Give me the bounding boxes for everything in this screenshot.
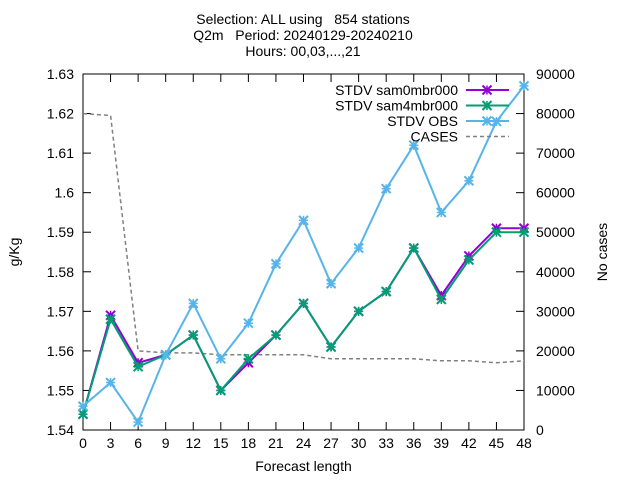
series-layer (77, 80, 530, 428)
data-point (463, 254, 475, 266)
x-tick-label: 39 (434, 435, 450, 451)
data-point (408, 139, 419, 151)
data-point (77, 408, 89, 420)
x-tick-label: 36 (406, 435, 422, 451)
x-tick-label: 30 (351, 435, 367, 451)
data-point (436, 294, 447, 305)
y2-tick-label: 40000 (536, 264, 575, 280)
legend-marker (481, 100, 493, 111)
x-tick-label: 33 (378, 435, 394, 451)
legend-item: STDV OBS (387, 113, 509, 129)
data-point (243, 317, 254, 329)
y-tick-label: 1.61 (47, 145, 74, 161)
y2-tick-label: 50000 (536, 224, 575, 240)
y-tick-label: 1.62 (47, 106, 74, 122)
x-axis-title: Forecast length (255, 458, 352, 474)
x-tick-label: 45 (489, 435, 505, 451)
series-cases (82, 112, 525, 364)
y2-tick-label: 60000 (536, 185, 575, 201)
y2-tick-label: 80000 (536, 106, 575, 122)
data-point (436, 207, 447, 218)
x-tick-label: 9 (162, 435, 170, 451)
data-point (380, 286, 392, 297)
y-tick-label: 1.55 (47, 382, 74, 398)
x-tick-label: 48 (516, 435, 532, 451)
series-stdv-sam4mbr000 (77, 227, 530, 420)
legend-item: STDV sam0mbr000 (335, 82, 509, 98)
data-point (77, 401, 89, 412)
data-point (105, 314, 116, 325)
y-tick-label: 1.57 (47, 303, 74, 319)
legend-marker (481, 115, 493, 127)
data-point (325, 341, 337, 353)
series-line (82, 227, 524, 415)
data-point (518, 227, 530, 238)
series-stdv-obs (77, 80, 530, 428)
y2-tick-label: 0 (536, 422, 544, 438)
data-point (188, 329, 199, 341)
legend-marker (481, 84, 493, 96)
y-tick-label: 1.59 (47, 224, 74, 240)
series-line (82, 231, 524, 415)
data-point (353, 306, 364, 317)
data-point (188, 298, 199, 309)
data-point (518, 80, 530, 92)
data-point (132, 416, 144, 428)
legend-item: CASES (411, 129, 509, 145)
x-tick-label: 3 (107, 435, 115, 451)
data-point (243, 353, 254, 365)
legend-label: STDV sam0mbr000 (335, 82, 458, 98)
y-tick-label: 1.58 (47, 264, 74, 280)
data-point (215, 353, 227, 365)
y2-tick-label: 20000 (536, 343, 575, 359)
x-tick-label: 6 (134, 435, 142, 451)
x-tick-label: 42 (461, 435, 477, 451)
y-axis-title: g/Kg (6, 238, 22, 267)
y-tick-label: 1.6 (55, 185, 75, 201)
y-tick-label: 1.56 (47, 343, 74, 359)
legend-item: STDV sam4mbr000 (335, 98, 509, 114)
data-point (491, 227, 502, 238)
data-point (380, 183, 392, 194)
data-point (215, 385, 227, 396)
data-point (325, 278, 337, 289)
data-point (132, 361, 144, 372)
data-point (105, 377, 116, 388)
x-tick-label: 21 (268, 435, 284, 451)
data-point (298, 215, 309, 226)
title-line-1: Selection: ALL using 854 stations (196, 11, 410, 27)
y2-tick-label: 90000 (536, 66, 575, 82)
y2-tick-label: 70000 (536, 145, 575, 161)
legend-label: STDV OBS (387, 113, 458, 129)
y2-tick-label: 10000 (536, 382, 575, 398)
tick-layer: 1.54 1.55 1.56 1.57 1.58 1.59 1.6 1.61 1.62 1.63 0… (47, 66, 575, 451)
chart-title: Selection: ALL using 854 stations Q2m Pe… (0, 11, 606, 59)
y2-tick-label: 30000 (536, 303, 575, 319)
x-tick-label: 18 (241, 435, 257, 451)
title-line-2: Q2m Period: 20240129-20240210 (193, 27, 413, 43)
series-stdv-sam0mbr000 (77, 223, 530, 420)
x-tick-label: 24 (296, 435, 312, 451)
y-tick-label: 1.54 (47, 422, 74, 438)
legend-label: CASES (411, 129, 458, 145)
x-tick-label: 12 (185, 435, 201, 451)
x-tick-label: 15 (213, 435, 229, 451)
data-point (160, 349, 171, 361)
data-point (463, 175, 475, 187)
data-point (270, 258, 282, 270)
legend-label: STDV sam4mbr000 (335, 98, 458, 114)
x-tick-label: 0 (79, 435, 87, 451)
title-line-3: Hours: 00,03,...,21 (245, 43, 361, 59)
y2-axis-title: No cases (594, 223, 610, 281)
data-point (270, 329, 282, 341)
data-point (353, 242, 364, 254)
y-tick-label: 1.63 (47, 66, 74, 82)
data-point (298, 298, 309, 309)
data-point (408, 242, 419, 254)
series-line (82, 112, 525, 364)
x-tick-label: 27 (323, 435, 339, 451)
